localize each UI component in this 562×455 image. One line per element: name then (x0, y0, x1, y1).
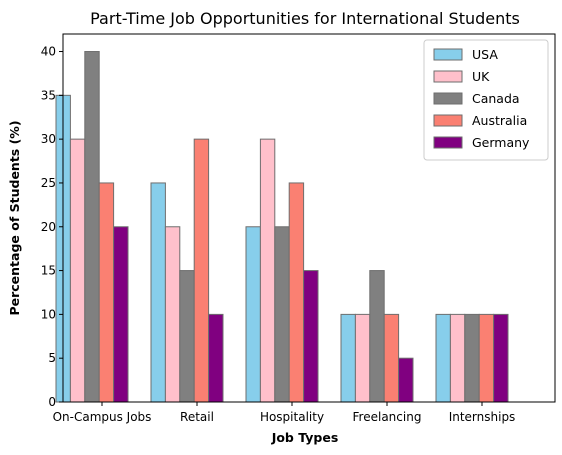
bar (208, 313, 224, 403)
bar (113, 226, 129, 403)
chart-title: Part-Time Job Opportunities for Internat… (90, 9, 520, 28)
y-tick-label: 0 (48, 395, 56, 409)
x-tick-label: On-Campus Jobs (53, 410, 152, 424)
y-tick-label: 10 (41, 307, 56, 321)
y-tick-label: 25 (41, 176, 56, 190)
y-tick-label: 40 (41, 45, 56, 59)
y-tick-label: 5 (48, 351, 56, 365)
bar (478, 313, 495, 403)
bar (259, 138, 276, 403)
legend-label: USA (472, 47, 498, 62)
bar (193, 138, 210, 403)
legend-label: Australia (472, 113, 527, 128)
x-tick-label: Freelancing (353, 410, 422, 424)
bar (179, 270, 195, 403)
bar (274, 226, 290, 403)
y-axis-ticks: 0 5 10 15 20 25 30 35 40 (41, 45, 63, 409)
legend-label: Canada (472, 91, 520, 106)
legend-swatch (433, 70, 463, 83)
y-tick-label: 35 (41, 88, 56, 102)
y-axis-label: Percentage of Students (%) (7, 120, 22, 315)
bar (369, 270, 385, 403)
bar (69, 138, 86, 403)
bar (98, 182, 115, 403)
bar (493, 313, 509, 403)
bar (435, 313, 451, 403)
x-tick-label: Retail (180, 410, 214, 424)
bar (245, 226, 261, 403)
bars-group (55, 51, 509, 403)
legend-swatch (433, 48, 463, 61)
bar (84, 51, 100, 403)
legend-swatch (433, 92, 463, 105)
bar (150, 182, 166, 403)
legend: USA UK Canada Australia Germany (423, 39, 549, 161)
x-axis-ticks: On-Campus Jobs Retail Hospitality Freelanci… (53, 402, 516, 424)
legend-label: Germany (472, 135, 530, 150)
plot-frame (62, 33, 556, 403)
bar (464, 313, 480, 403)
legend-box (423, 39, 549, 161)
bar (354, 313, 371, 403)
bar (303, 270, 319, 403)
y-tick-label: 15 (41, 264, 56, 278)
bar (383, 313, 400, 403)
legend-swatch (433, 136, 463, 149)
bar (288, 182, 305, 403)
bar (449, 313, 466, 403)
x-tick-label: Internships (449, 410, 516, 424)
x-axis-label: Job Types (271, 430, 339, 445)
x-tick-label: Hospitality (260, 410, 324, 424)
y-tick-label: 30 (41, 132, 56, 146)
bar (164, 226, 181, 403)
bar (340, 313, 356, 403)
legend-swatch (433, 114, 463, 127)
legend-label: UK (472, 69, 490, 84)
bar (398, 357, 414, 403)
y-tick-label: 20 (41, 220, 56, 234)
